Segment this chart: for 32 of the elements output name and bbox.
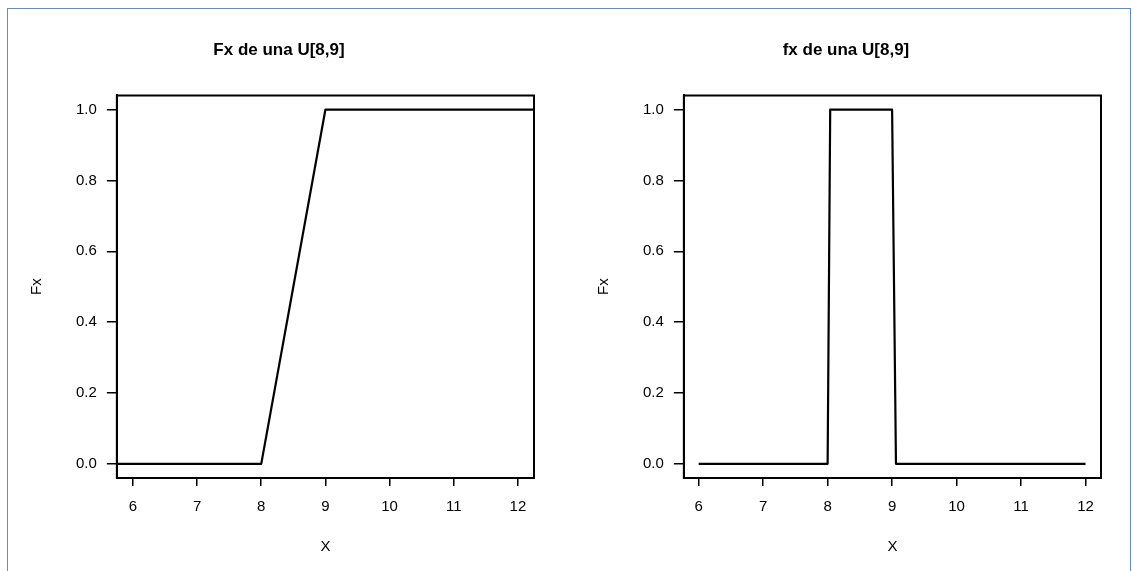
x-tick-label: 10 [948, 497, 965, 515]
x-tick-label: 7 [192, 497, 202, 515]
x-tick-label: 9 [321, 497, 330, 515]
x-tick-label: 11 [1013, 497, 1029, 515]
y-tick-label: 0.4 [642, 312, 664, 330]
y-axis-title: Fx [27, 277, 45, 296]
x-axis-title: X [320, 537, 331, 555]
x-tick-label: 6 [128, 497, 138, 515]
y-tick-label: 1.0 [642, 99, 664, 117]
y-tick-label: 0.8 [642, 170, 664, 188]
x-tick-label: 12 [509, 497, 527, 515]
x-tick-label: 8 [823, 497, 832, 515]
y-tick-label: 0.0 [75, 453, 97, 471]
y-axis-title: Fx [594, 277, 612, 296]
x-tick-label: 8 [257, 497, 266, 515]
x-tick-label: 6 [694, 497, 703, 515]
x-tick-label: 9 [887, 497, 897, 515]
x-axis-title: X [887, 537, 898, 555]
y-tick-label: 0.6 [642, 241, 664, 259]
y-tick-label: 0.2 [642, 383, 664, 401]
y-tick-label: 1.0 [75, 99, 97, 117]
y-tick-label: 0.4 [75, 312, 97, 330]
chart-title: Fx de una U[8,9] [213, 39, 345, 59]
y-tick-label: 0.8 [75, 170, 97, 188]
x-tick-label: 7 [758, 497, 768, 515]
y-tick-label: 0.6 [75, 241, 97, 259]
y-tick-label: 0.0 [642, 453, 664, 471]
chart-title: fx de una U[8,9] [782, 39, 910, 59]
y-tick-label: 0.2 [75, 383, 97, 401]
x-tick-label: 11 [445, 497, 462, 515]
x-tick-label: 10 [381, 497, 398, 515]
x-tick-label: 12 [1077, 497, 1094, 515]
